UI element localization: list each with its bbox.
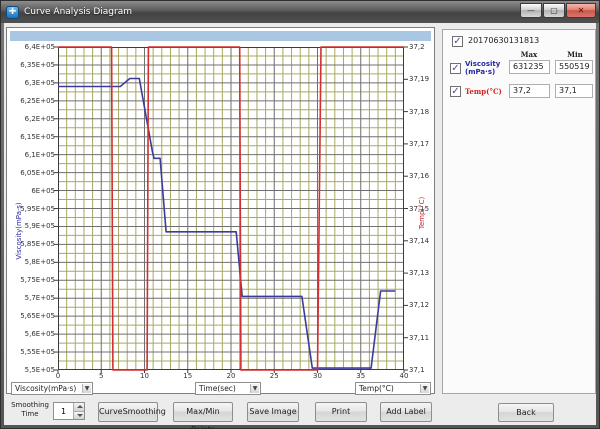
print-button[interactable]: Print: [315, 402, 367, 422]
viscosity-legend-label: Viscosity (mPa·s): [465, 60, 500, 76]
viscosity-max-field[interactable]: 631235: [509, 60, 550, 74]
chevron-down-icon: ▼: [82, 384, 91, 393]
axis-tick-label: 37,2: [409, 43, 437, 51]
axis-tick-label: 37,19: [409, 75, 437, 83]
axis-tick-label: 5,75E+05: [9, 276, 55, 284]
right-axis-title: Temp(°C): [418, 185, 426, 241]
axis-tick-label: 37,15: [409, 205, 437, 213]
axis-tick-label: 6,2E+05: [9, 115, 55, 123]
chevron-down-icon: ▼: [420, 384, 429, 393]
dataset-checkbox[interactable]: ✓: [452, 36, 463, 47]
smoothing-time-input[interactable]: [54, 403, 73, 419]
spinner-up-icon[interactable]: [73, 403, 84, 411]
axis-tick-label: 6,05E+05: [9, 169, 55, 177]
axis-tick-label: 5,95E+05: [9, 205, 55, 213]
axis-tick-label: 5,8E+05: [9, 258, 55, 266]
axis-tick-label: 37,17: [409, 140, 437, 148]
axis-tick-label: 5,7E+05: [9, 294, 55, 302]
axis-tick-label: 15: [176, 372, 200, 380]
axis-tick-label: 6,35E+05: [9, 61, 55, 69]
axis-tick-label: 35: [349, 372, 373, 380]
axis-tick-label: 5,9E+05: [9, 222, 55, 230]
axis-tick-label: 37,12: [409, 301, 437, 309]
legend-panel: ✓ 20170630131813 Max Min ✓ Viscosity (mP…: [442, 29, 596, 394]
column-header-max: Max: [509, 50, 549, 59]
smoothing-time-stepper: [53, 402, 85, 420]
left-axis-selector-value: Viscosity(mPa·s): [15, 384, 76, 393]
axis-tick-label: 5,6E+05: [9, 330, 55, 338]
axis-tick-label: 37,11: [409, 334, 437, 342]
axis-tick-label: 30: [306, 372, 330, 380]
dataset-label: 20170630131813: [468, 36, 539, 45]
axis-tick-label: 5: [89, 372, 113, 380]
column-header-min: Min: [555, 50, 595, 59]
viscosity-checkbox[interactable]: ✓: [450, 63, 461, 74]
title-bar[interactable]: ✚ Curve Analysis Diagram — ▢ ✕: [1, 1, 599, 23]
chart-plot: [58, 47, 404, 370]
temp-max-field[interactable]: 37,2: [509, 84, 550, 98]
axis-tick-label: 5,85E+05: [9, 240, 55, 248]
viscosity-min-field[interactable]: 550519: [555, 60, 593, 74]
temp-legend-label: Temp(°C): [465, 88, 502, 96]
minimize-button[interactable]: —: [520, 3, 542, 18]
smoothing-time-label: Smoothing Time: [8, 401, 52, 419]
app-window: ✚ Curve Analysis Diagram — ▢ ✕ Viscosity…: [0, 0, 600, 429]
axis-tick-label: 0: [46, 372, 70, 380]
axis-tick-label: 6,3E+05: [9, 79, 55, 87]
axis-tick-label: 40: [392, 372, 416, 380]
chart-panel: Viscosity(mPa·s) Temp(°C) Viscosity(mPa·…: [6, 27, 435, 394]
axis-tick-label: 6,25E+05: [9, 97, 55, 105]
spinner-down-icon[interactable]: [73, 411, 84, 419]
axis-tick-label: 37,13: [409, 269, 437, 277]
maximize-button[interactable]: ▢: [543, 3, 565, 18]
chart-header-band: [10, 31, 431, 41]
right-axis-selector[interactable]: Temp(°C) ▼: [355, 382, 431, 395]
close-button[interactable]: ✕: [566, 3, 596, 18]
back-button[interactable]: Back: [498, 403, 554, 422]
axis-tick-label: 5,55E+05: [9, 348, 55, 356]
temp-min-field[interactable]: 37,1: [555, 84, 593, 98]
left-axis-selector[interactable]: Viscosity(mPa·s) ▼: [11, 382, 93, 395]
axis-tick-label: 20: [219, 372, 243, 380]
axis-tick-label: 5,65E+05: [9, 312, 55, 320]
axis-tick-label: 6,15E+05: [9, 133, 55, 141]
x-axis-selector[interactable]: Time(sec) ▼: [195, 382, 261, 395]
axis-tick-label: 6E+05: [9, 187, 55, 195]
x-axis-selector-value: Time(sec): [199, 384, 236, 393]
add-label-button[interactable]: Add Label: [380, 402, 432, 422]
save-image-button[interactable]: Save Image: [247, 402, 299, 422]
axis-tick-label: 25: [262, 372, 286, 380]
axis-tick-label: 6,4E+05: [9, 43, 55, 51]
axis-tick-label: 37,18: [409, 108, 437, 116]
temp-checkbox[interactable]: ✓: [450, 86, 461, 97]
window-title: Curve Analysis Diagram: [24, 7, 132, 17]
axis-tick-label: 37,14: [409, 237, 437, 245]
axis-tick-label: 10: [133, 372, 157, 380]
app-icon: ✚: [6, 6, 19, 19]
right-axis-selector-value: Temp(°C): [359, 384, 394, 393]
curve-smoothing-button[interactable]: CurveSmoothing: [98, 402, 158, 422]
axis-tick-label: 37,16: [409, 172, 437, 180]
axis-tick-label: 6,1E+05: [9, 151, 55, 159]
max-min-points-button[interactable]: Max/Min Points: [173, 402, 233, 422]
chevron-down-icon: ▼: [250, 384, 259, 393]
